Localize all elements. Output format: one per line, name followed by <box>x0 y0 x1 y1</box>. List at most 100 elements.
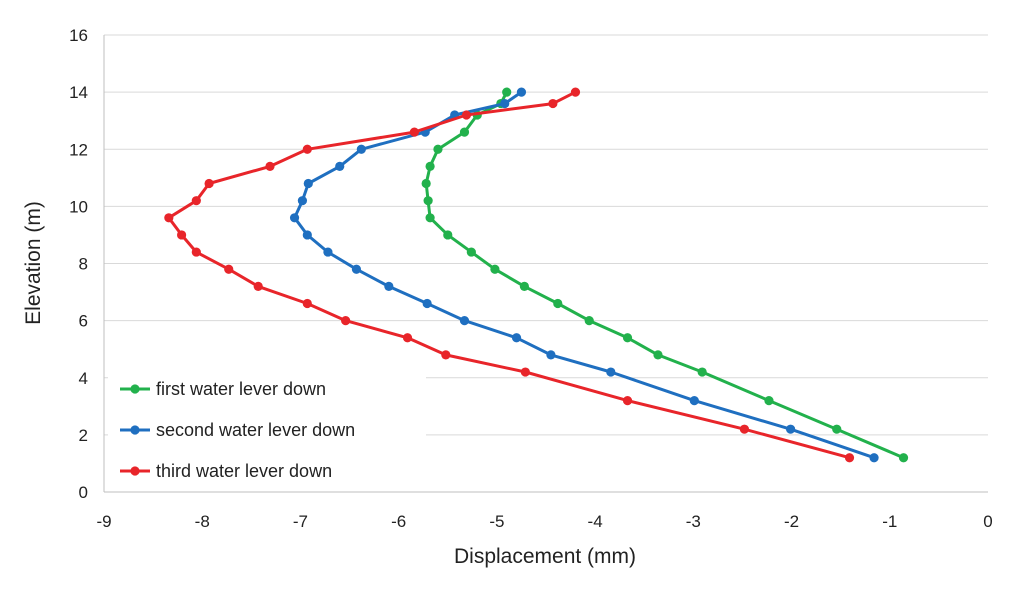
legend-item-1: first water lever down <box>120 379 326 399</box>
y-tick-label: 0 <box>79 483 88 502</box>
y-tick-labels: 0 2 4 6 8 10 12 14 16 <box>69 26 88 502</box>
x-tick-labels: -9 -8 -7 -6 -5 -4 -3 -2 -1 0 <box>96 512 992 531</box>
data-point <box>739 424 750 434</box>
data-point <box>303 178 313 189</box>
legend-background <box>108 376 426 484</box>
x-axis-title: Displacement (mm) <box>454 545 636 568</box>
y-tick-label: 4 <box>79 369 88 388</box>
data-point <box>869 453 879 463</box>
data-point <box>384 281 394 291</box>
data-point <box>502 87 512 97</box>
data-point <box>653 350 663 360</box>
gridlines <box>104 34 988 436</box>
data-point <box>570 87 581 97</box>
data-point <box>425 213 435 223</box>
data-point <box>302 144 312 154</box>
data-point <box>323 247 333 257</box>
data-point <box>356 144 366 154</box>
data-point <box>224 264 234 274</box>
data-point <box>176 230 187 240</box>
data-point <box>204 178 214 189</box>
data-point <box>433 144 443 154</box>
y-tick-label: 10 <box>69 197 88 216</box>
data-point <box>459 127 470 137</box>
data-point <box>548 98 558 109</box>
data-point <box>425 161 435 171</box>
axes <box>103 35 988 493</box>
series-group <box>164 87 909 463</box>
data-point <box>302 230 312 240</box>
y-tick-label: 6 <box>79 312 88 331</box>
data-point <box>341 316 351 326</box>
data-point <box>461 110 472 120</box>
data-point <box>191 196 201 206</box>
y-tick-label: 2 <box>79 426 88 445</box>
data-point <box>898 453 909 463</box>
series-2 <box>289 87 879 463</box>
data-point <box>351 264 362 274</box>
x-tick-label: -4 <box>588 512 603 531</box>
data-point <box>553 298 563 309</box>
data-point <box>422 298 432 309</box>
data-point <box>265 161 275 171</box>
data-point <box>441 350 451 360</box>
data-point <box>500 98 510 109</box>
data-point <box>519 281 529 291</box>
data-point <box>785 424 796 434</box>
data-point <box>297 196 308 206</box>
data-point <box>421 178 431 189</box>
x-tick-label: -9 <box>96 512 111 531</box>
y-tick-label: 14 <box>69 83 88 102</box>
x-tick-label: -3 <box>686 512 701 531</box>
legend-item-2: second water lever down <box>120 420 355 440</box>
data-point <box>402 333 413 343</box>
y-tick-label: 12 <box>69 140 88 159</box>
data-point <box>409 127 419 137</box>
y-tick-label: 8 <box>79 255 88 274</box>
data-point <box>697 367 707 377</box>
data-point <box>423 196 433 206</box>
legend-label: second water lever down <box>156 420 355 440</box>
legend-swatch-marker <box>130 384 140 394</box>
data-point <box>511 333 522 343</box>
legend-item-3: third water lever down <box>120 461 332 481</box>
data-point <box>302 298 312 309</box>
data-point <box>466 247 476 257</box>
series-3 <box>164 87 855 463</box>
data-point <box>584 316 594 326</box>
data-point <box>622 333 633 343</box>
x-tick-label: -7 <box>293 512 308 531</box>
legend-label: third water lever down <box>156 461 332 481</box>
data-point <box>191 247 201 257</box>
x-tick-label: -8 <box>195 512 210 531</box>
data-point <box>443 230 453 240</box>
y-tick-label: 16 <box>69 26 88 45</box>
series-line <box>424 91 905 460</box>
x-tick-label: 0 <box>983 512 992 531</box>
x-tick-label: -2 <box>784 512 799 531</box>
data-point <box>689 396 699 406</box>
legend-swatch-marker <box>130 425 140 435</box>
data-point <box>490 264 500 274</box>
series-1 <box>421 87 909 463</box>
data-point <box>622 396 633 406</box>
data-point <box>546 350 556 360</box>
data-point <box>335 161 345 171</box>
data-point <box>516 87 527 97</box>
data-point <box>764 396 774 406</box>
y-axis-title: Elevation (m) <box>22 201 45 325</box>
legend: first water lever down second water lever… <box>108 376 426 484</box>
data-point <box>844 453 855 463</box>
data-point <box>253 281 263 291</box>
legend-swatch-marker <box>130 466 140 476</box>
data-point <box>520 367 530 377</box>
x-tick-label: -6 <box>391 512 406 531</box>
data-point <box>606 367 616 377</box>
data-point <box>832 424 842 434</box>
data-point <box>289 213 300 223</box>
x-tick-label: -1 <box>882 512 897 531</box>
legend-label: first water lever down <box>156 379 326 399</box>
x-tick-label: -5 <box>489 512 504 531</box>
data-point <box>459 316 470 326</box>
